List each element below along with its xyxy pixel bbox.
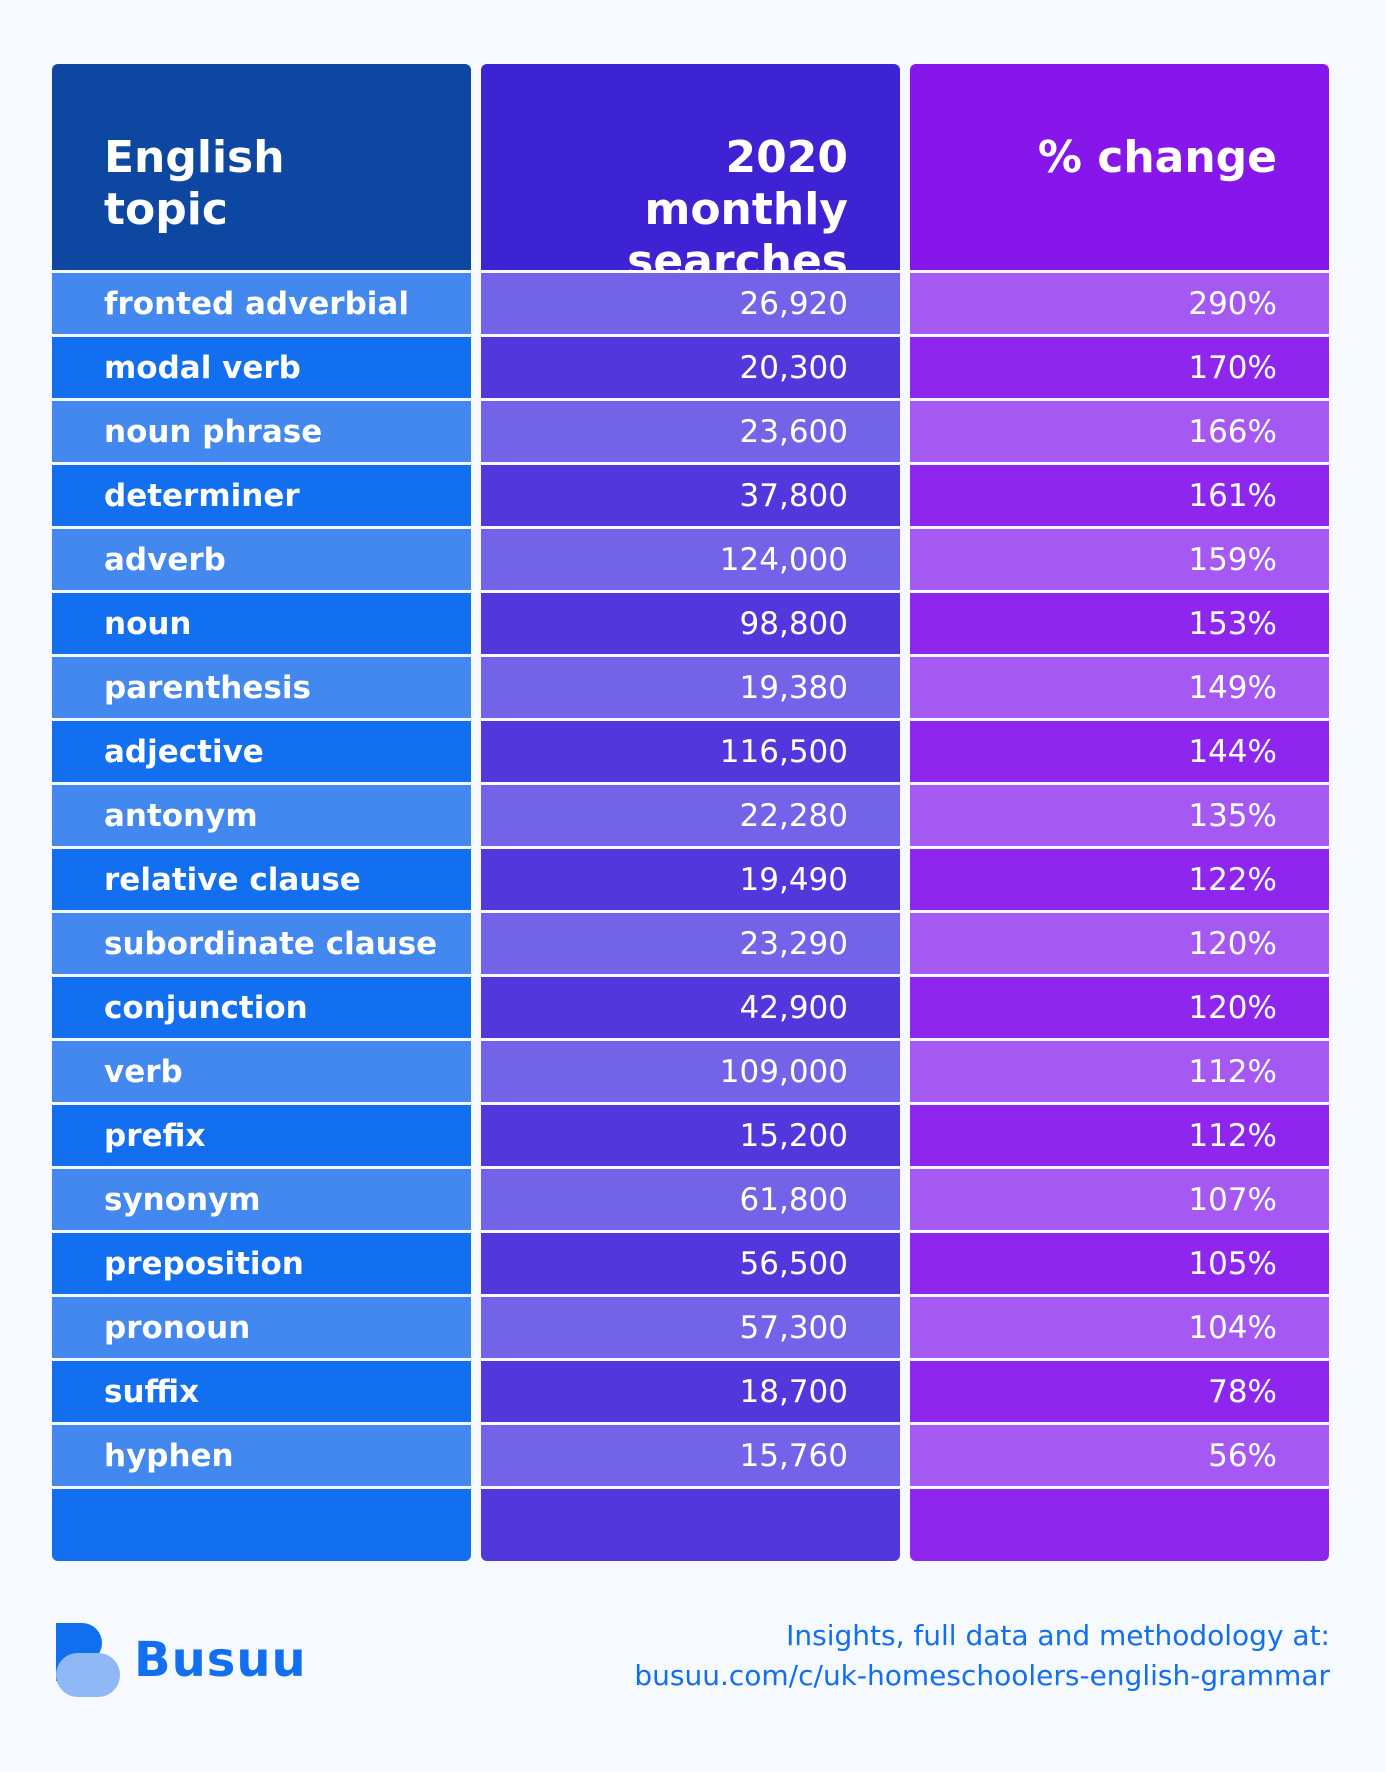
topic-cell: adjective <box>52 721 471 782</box>
topic-cell: suffix <box>52 1361 471 1422</box>
searches-cell: 124,000 <box>481 529 900 590</box>
change-cell: 161% <box>910 465 1329 526</box>
topic-cell: hyphen <box>52 1425 471 1486</box>
topic-cell: determiner <box>52 465 471 526</box>
topic-cell: noun <box>52 593 471 654</box>
change-cell: 112% <box>910 1041 1329 1102</box>
searches-cell: 19,490 <box>481 849 900 910</box>
column-footer-spacer <box>52 1489 471 1561</box>
searches-cell: 22,280 <box>481 785 900 846</box>
searches-cell: 15,760 <box>481 1425 900 1486</box>
change-cell: 120% <box>910 977 1329 1038</box>
searches-cell: 23,600 <box>481 401 900 462</box>
change-cell: 122% <box>910 849 1329 910</box>
topic-cell: antonym <box>52 785 471 846</box>
topic-cell: subordinate clause <box>52 913 471 974</box>
data-table: English topic fronted adverbial modal ver… <box>52 64 1330 1561</box>
column-english-topic: English topic fronted adverbial modal ver… <box>52 64 471 1561</box>
topic-cell: preposition <box>52 1233 471 1294</box>
topic-cell: conjunction <box>52 977 471 1038</box>
change-cell: 290% <box>910 273 1329 334</box>
column-percent-change: % change 290% 170% 166% 161% 159% 153% 149% 144… <box>910 64 1329 1561</box>
searches-cell: 98,800 <box>481 593 900 654</box>
topic-cell: pronoun <box>52 1297 471 1358</box>
rows-english-topic: fronted adverbial modal verb noun phrase de… <box>52 270 471 1486</box>
change-cell: 149% <box>910 657 1329 718</box>
change-cell: 159% <box>910 529 1329 590</box>
change-cell: 144% <box>910 721 1329 782</box>
column-monthly-searches: 2020 monthly searches 26,920 20,300 23,600… <box>481 64 900 1561</box>
change-cell: 56% <box>910 1425 1329 1486</box>
source-link[interactable]: busuu.com/c/uk-homeschoolers-english-gra… <box>634 1659 1330 1692</box>
column-footer-spacer <box>481 1489 900 1561</box>
searches-cell: 19,380 <box>481 657 900 718</box>
topic-cell: prefix <box>52 1105 471 1166</box>
topic-cell: relative clause <box>52 849 471 910</box>
searches-cell: 37,800 <box>481 465 900 526</box>
source-note-line1: Insights, full data and methodology at: <box>786 1619 1330 1652</box>
change-cell: 153% <box>910 593 1329 654</box>
change-cell: 135% <box>910 785 1329 846</box>
change-cell: 170% <box>910 337 1329 398</box>
searches-cell: 56,500 <box>481 1233 900 1294</box>
topic-cell: noun phrase <box>52 401 471 462</box>
change-cell: 107% <box>910 1169 1329 1230</box>
change-cell: 104% <box>910 1297 1329 1358</box>
topic-cell: fronted adverbial <box>52 273 471 334</box>
searches-cell: 18,700 <box>481 1361 900 1422</box>
rows-percent-change: 290% 170% 166% 161% 159% 153% 149% 144% 135% 122%… <box>910 270 1329 1486</box>
source-note: Insights, full data and methodology at: … <box>634 1616 1330 1696</box>
brand-name: Busuu <box>134 1632 307 1688</box>
searches-cell: 57,300 <box>481 1297 900 1358</box>
searches-cell: 116,500 <box>481 721 900 782</box>
change-cell: 166% <box>910 401 1329 462</box>
searches-cell: 109,000 <box>481 1041 900 1102</box>
header-english-topic: English topic <box>52 64 471 270</box>
searches-cell: 61,800 <box>481 1169 900 1230</box>
topic-cell: adverb <box>52 529 471 590</box>
searches-cell: 23,290 <box>481 913 900 974</box>
topic-cell: verb <box>52 1041 471 1102</box>
searches-cell: 20,300 <box>481 337 900 398</box>
header-percent-change: % change <box>910 64 1329 270</box>
searches-cell: 15,200 <box>481 1105 900 1166</box>
searches-cell: 42,900 <box>481 977 900 1038</box>
topic-cell: synonym <box>52 1169 471 1230</box>
busuu-logo[interactable]: Busuu <box>56 1623 307 1697</box>
topic-cell: parenthesis <box>52 657 471 718</box>
busuu-logo-icon <box>56 1623 120 1697</box>
rows-monthly-searches: 26,920 20,300 23,600 37,800 124,000 98,800 19,… <box>481 270 900 1486</box>
topic-cell: modal verb <box>52 337 471 398</box>
searches-cell: 26,920 <box>481 273 900 334</box>
change-cell: 112% <box>910 1105 1329 1166</box>
header-monthly-searches: 2020 monthly searches <box>481 64 900 287</box>
change-cell: 78% <box>910 1361 1329 1422</box>
column-footer-spacer <box>910 1489 1329 1561</box>
change-cell: 105% <box>910 1233 1329 1294</box>
change-cell: 120% <box>910 913 1329 974</box>
